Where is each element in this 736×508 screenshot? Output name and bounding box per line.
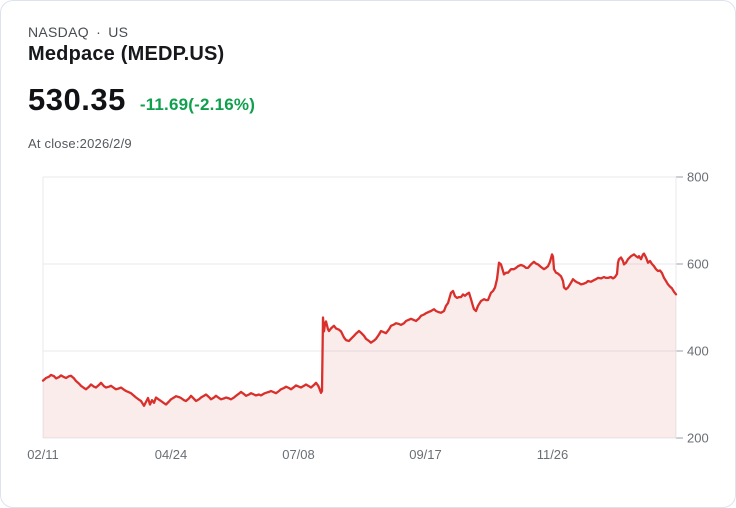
- y-axis-label: 400: [687, 344, 709, 359]
- price-line: [41, 252, 678, 407]
- price-area-fill: [43, 253, 676, 438]
- last-price: 530.35: [28, 82, 126, 117]
- x-axis-label: 11/26: [537, 447, 569, 461]
- x-axis-label: 07/08: [282, 447, 315, 461]
- y-axis-label: 600: [687, 257, 709, 272]
- y-axis-label: 800: [687, 170, 709, 185]
- price-change: -11.69(-2.16%): [139, 95, 256, 114]
- x-axis-label: 09/17: [409, 447, 442, 461]
- x-axis-label: 04/24: [155, 447, 188, 461]
- y-axis-label: 200: [687, 431, 709, 446]
- as-of-date: At close:2026/2/9: [28, 136, 132, 151]
- price-chart[interactable]: 200 400 600 800 02/11 04/24 07/08 09/17 11/26: [1, 161, 736, 462]
- x-axis-label: 02/11: [27, 447, 59, 461]
- exchange-region-label: NASDAQ · US: [28, 24, 129, 40]
- price-row: 530.35 -11.69(-2.16%): [28, 82, 255, 118]
- stock-title: Medpace (MEDP.US): [28, 43, 225, 65]
